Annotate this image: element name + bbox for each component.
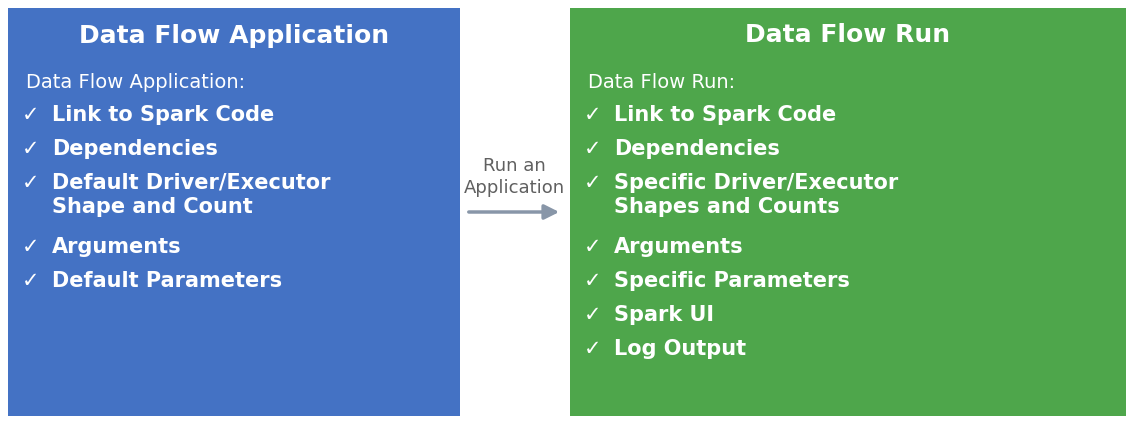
- Text: Specific Parameters: Specific Parameters: [613, 271, 849, 291]
- Text: ✓: ✓: [22, 237, 40, 257]
- Text: Data Flow Run:: Data Flow Run:: [589, 73, 735, 92]
- Text: Dependencies: Dependencies: [613, 139, 780, 159]
- Text: ✓: ✓: [584, 305, 601, 325]
- Text: ✓: ✓: [22, 271, 40, 291]
- Text: Default Driver/Executor
Shape and Count: Default Driver/Executor Shape and Count: [52, 173, 330, 217]
- Text: Dependencies: Dependencies: [52, 139, 218, 159]
- Text: Specific Driver/Executor
Shapes and Counts: Specific Driver/Executor Shapes and Coun…: [613, 173, 898, 217]
- Text: Data Flow Application:: Data Flow Application:: [26, 73, 245, 92]
- Text: Data Flow Application: Data Flow Application: [79, 23, 389, 47]
- Text: Spark UI: Spark UI: [613, 305, 714, 325]
- Text: ✓: ✓: [584, 139, 601, 159]
- Text: ✓: ✓: [584, 237, 601, 257]
- Text: Arguments: Arguments: [613, 237, 744, 257]
- Text: Link to Spark Code: Link to Spark Code: [52, 105, 274, 125]
- Text: Arguments: Arguments: [52, 237, 181, 257]
- Text: Log Output: Log Output: [613, 339, 746, 359]
- Bar: [8, 8, 460, 416]
- Text: Run an
Application: Run an Application: [464, 157, 565, 197]
- Text: ✓: ✓: [584, 105, 601, 125]
- Text: Default Parameters: Default Parameters: [52, 271, 282, 291]
- Text: ✓: ✓: [584, 271, 601, 291]
- Text: Data Flow Run: Data Flow Run: [745, 23, 950, 47]
- Text: ✓: ✓: [22, 105, 40, 125]
- Text: ✓: ✓: [22, 173, 40, 193]
- Bar: [570, 8, 1126, 416]
- Text: ✓: ✓: [584, 173, 601, 193]
- Text: Link to Spark Code: Link to Spark Code: [613, 105, 836, 125]
- Text: ✓: ✓: [22, 139, 40, 159]
- Text: ✓: ✓: [584, 339, 601, 359]
